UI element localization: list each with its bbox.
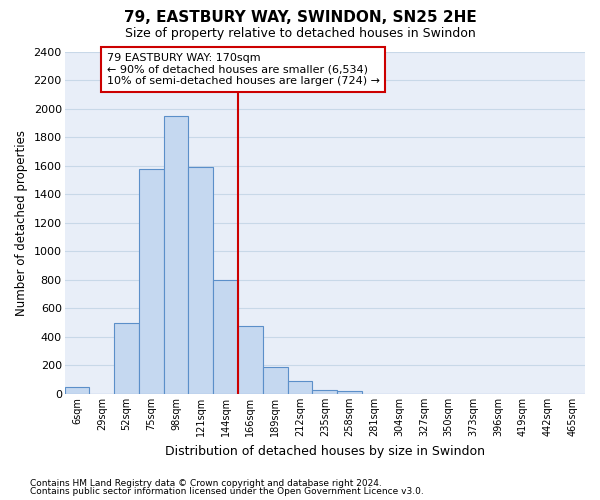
- Text: Contains HM Land Registry data © Crown copyright and database right 2024.: Contains HM Land Registry data © Crown c…: [30, 478, 382, 488]
- Bar: [114, 322, 139, 394]
- Bar: [164, 116, 188, 394]
- Bar: [238, 326, 263, 394]
- Bar: [188, 167, 213, 394]
- Text: 79 EASTBURY WAY: 170sqm
← 90% of detached houses are smaller (6,534)
10% of semi: 79 EASTBURY WAY: 170sqm ← 90% of detache…: [107, 53, 380, 86]
- Bar: [213, 280, 238, 394]
- Bar: [337, 391, 362, 394]
- Text: Contains public sector information licensed under the Open Government Licence v3: Contains public sector information licen…: [30, 487, 424, 496]
- Text: 79, EASTBURY WAY, SWINDON, SN25 2HE: 79, EASTBURY WAY, SWINDON, SN25 2HE: [124, 10, 476, 25]
- Bar: [287, 381, 313, 394]
- Bar: [65, 387, 89, 394]
- Y-axis label: Number of detached properties: Number of detached properties: [15, 130, 28, 316]
- X-axis label: Distribution of detached houses by size in Swindon: Distribution of detached houses by size …: [165, 444, 485, 458]
- Text: Size of property relative to detached houses in Swindon: Size of property relative to detached ho…: [125, 28, 475, 40]
- Bar: [313, 390, 337, 394]
- Bar: [139, 168, 164, 394]
- Bar: [263, 367, 287, 394]
